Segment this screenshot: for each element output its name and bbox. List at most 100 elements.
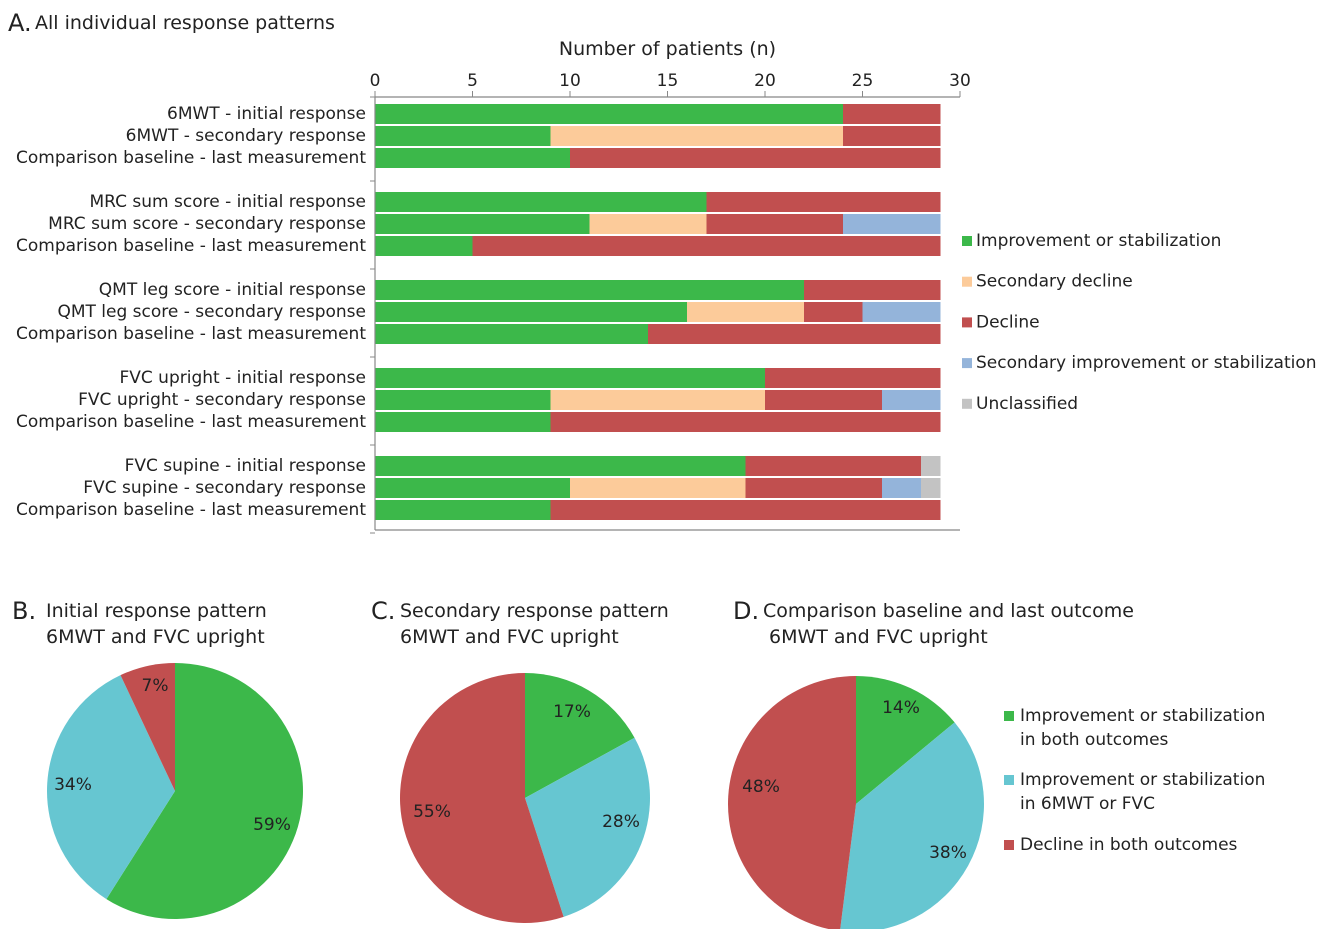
pie-slice [106,663,303,919]
bar-segment-secondary-improvement-or-stabilization [862,302,941,322]
bar-segment-decline [706,192,941,212]
pie-title-line1: Initial response pattern [46,600,267,622]
pie-slice [525,673,635,798]
x-tick-label: 20 [754,71,776,91]
bar-segment-improvement-or-stabilization [375,214,590,234]
pie-slice [728,676,856,929]
legend-label: Unclassified [976,394,1078,414]
bar-segment-decline [472,236,941,256]
legend-swatch [962,398,972,409]
legend-swatch [962,317,972,328]
legend-label: Secondary improvement or stabilization [976,353,1317,373]
bar-segment-secondary-decline [550,126,843,146]
bar-segment-improvement-or-stabilization [375,500,551,520]
category-label: QMT leg score - secondary response [57,302,366,322]
bar-segment-unclassified [921,478,941,498]
legend-label: Decline [976,312,1040,332]
category-label: Comparison baseline - last measurement [16,236,366,256]
panel-a-title: All individual response patterns [35,12,335,34]
category-label: Comparison baseline - last measurement [16,324,366,344]
bar-segment-secondary-decline [687,302,804,322]
x-tick-label: 10 [559,71,581,91]
legend-swatch [962,276,972,287]
bar-segment-decline [804,302,863,322]
category-label: Comparison baseline - last measurement [16,148,366,168]
category-label: Comparison baseline - last measurement [16,500,366,520]
bar-segment-unclassified [921,456,941,476]
x-tick-label: 0 [370,71,381,91]
pie-title-line2: 6MWT and FVC upright [769,626,988,648]
pie-legend-label: Improvement or stabilization [1020,770,1265,790]
bar-segment-decline [745,478,882,498]
bar-segment-improvement-or-stabilization [375,324,648,344]
pie-title-line1: Comparison baseline and last outcome [763,600,1134,622]
category-label: FVC supine - secondary response [83,478,366,498]
bar-segment-improvement-or-stabilization [375,148,570,168]
pie-legend-swatch [1004,840,1014,850]
category-label: MRC sum score - secondary response [48,214,366,234]
pie-slice-label: 34% [54,775,92,795]
pie-panel-letter: C. [371,597,395,625]
pie-panel-letter: B. [12,597,36,625]
category-label: FVC upright - secondary response [78,390,366,410]
bar-segment-improvement-or-stabilization [375,104,843,124]
pie-slice [47,675,175,900]
category-label: MRC sum score - initial response [90,192,367,212]
pie-legend-label-line2: in both outcomes [1020,730,1169,750]
pie-slice [525,737,650,917]
pie-slice-label: 38% [929,843,967,863]
pie-legend-swatch [1004,775,1014,785]
bar-segment-secondary-decline [570,478,746,498]
pie-slice-label: 14% [882,698,920,718]
pie-slice-label: 17% [553,702,591,722]
bar-segment-decline [550,412,941,432]
category-label: 6MWT - secondary response [126,126,366,146]
pie-slice [840,722,984,929]
bar-segment-secondary-decline [550,390,765,410]
bar-segment-decline [550,500,941,520]
bar-segment-improvement-or-stabilization [375,280,804,300]
x-tick-label: 15 [657,71,679,91]
pie-title-line1: Secondary response pattern [400,600,669,622]
pie-panel-letter: D. [733,597,759,625]
bar-segment-decline [843,104,941,124]
pie-slice [856,676,955,804]
pie-legend-label: Decline in both outcomes [1020,835,1238,855]
bar-segment-decline [804,280,941,300]
bar-segment-improvement-or-stabilization [375,412,551,432]
bar-segment-improvement-or-stabilization [375,236,473,256]
category-label: Comparison baseline - last measurement [16,412,366,432]
bar-segment-decline [648,324,941,344]
bar-segment-secondary-improvement-or-stabilization [882,478,921,498]
category-label: 6MWT - initial response [167,104,366,124]
bar-segment-improvement-or-stabilization [375,126,551,146]
bar-segment-secondary-improvement-or-stabilization [882,390,941,410]
pie-legend-swatch [1004,711,1014,721]
x-tick-label: 30 [949,71,971,91]
bar-segment-improvement-or-stabilization [375,192,707,212]
legend-swatch [962,358,972,369]
pie-slice [120,663,175,791]
pie-slice-label: 48% [742,777,780,797]
bar-segment-improvement-or-stabilization [375,302,687,322]
pie-title-line2: 6MWT and FVC upright [46,626,265,648]
bar-segment-decline [843,126,941,146]
x-tick-label: 25 [852,71,874,91]
bar-segment-decline [745,456,921,476]
pie-slice [400,673,564,924]
legend-label: Secondary decline [976,272,1133,292]
bar-segment-decline [570,148,941,168]
category-label: FVC upright - initial response [120,368,367,388]
pie-slice-label: 7% [142,676,169,696]
bar-segment-decline [706,214,843,234]
bar-segment-decline [765,390,882,410]
legend-label: Improvement or stabilization [976,231,1221,251]
pie-slice-label: 55% [413,802,451,822]
bar-segment-secondary-improvement-or-stabilization [843,214,941,234]
bar-segment-decline [765,368,941,388]
bar-segment-improvement-or-stabilization [375,456,746,476]
category-label: FVC supine - initial response [125,456,366,476]
x-tick-label: 5 [467,71,478,91]
panel-a-letter: A. [8,9,32,37]
